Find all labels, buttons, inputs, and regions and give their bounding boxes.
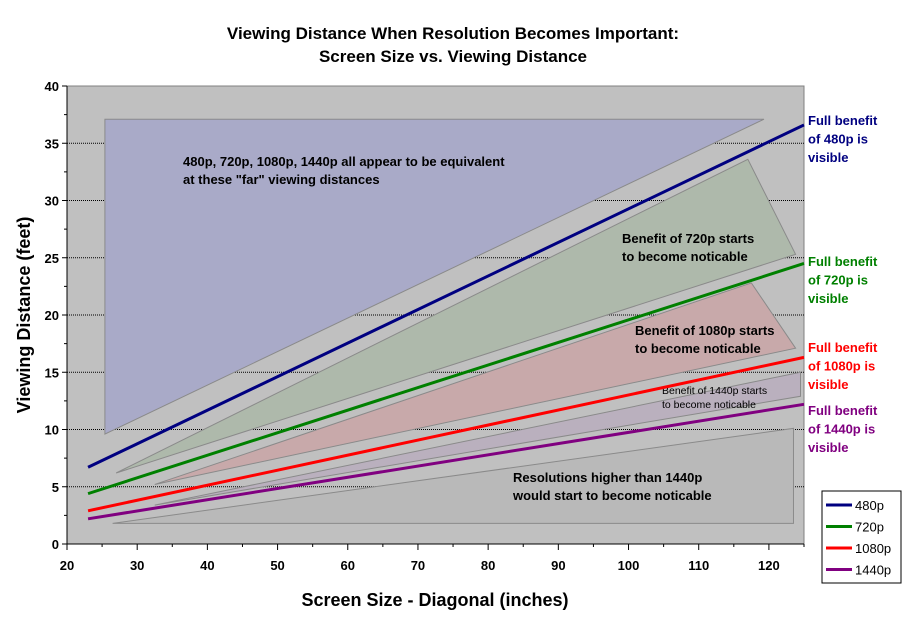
x-tick-label: 90 (551, 558, 565, 573)
region-label: Benefit of 1080p starts (635, 323, 774, 338)
shaded-region (154, 371, 801, 506)
series-annotation: Full benefit (808, 340, 878, 355)
chart-title-line-2: Screen Size vs. Viewing Distance (319, 47, 587, 66)
region-label: to become noticable (662, 399, 756, 411)
shaded-region (115, 158, 797, 474)
y-tick-label: 5 (52, 480, 59, 495)
x-tick-label: 80 (481, 558, 495, 573)
y-tick-label: 25 (45, 251, 59, 266)
series-annotation: visible (808, 377, 848, 392)
x-tick-label: 20 (60, 558, 74, 573)
region-label: 480p, 720p, 1080p, 1440p all appear to b… (183, 154, 505, 169)
y-tick-label: 10 (45, 423, 59, 438)
series-annotation: of 480p is (808, 132, 868, 147)
series-annotation: Full benefit (808, 254, 878, 269)
region-label: at these "far" viewing distances (183, 172, 380, 187)
x-tick-label: 50 (270, 558, 284, 573)
x-tick-label: 100 (618, 558, 640, 573)
series-line-1080p (87, 355, 805, 513)
series-annotation: visible (808, 440, 848, 455)
region-label: Benefit of 720p starts (622, 231, 754, 246)
series-annotation: Full benefit (808, 403, 878, 418)
y-tick-label: 30 (45, 194, 59, 209)
y-tick-label: 35 (45, 136, 59, 151)
shaded-region (154, 282, 797, 485)
series-annotation: visible (808, 291, 848, 306)
region-label: would start to become noticable (512, 488, 712, 503)
series-annotation: of 1080p is (808, 359, 875, 374)
shaded-region (112, 427, 794, 524)
region-label: to become noticable (622, 249, 748, 264)
chart-title-line-1: Viewing Distance When Resolution Becomes… (227, 24, 679, 43)
legend-label: 1080p (855, 541, 891, 556)
legend-label: 1440p (855, 563, 891, 578)
x-tick-label: 30 (130, 558, 144, 573)
y-tick-label: 0 (52, 537, 59, 552)
x-tick-label: 40 (200, 558, 214, 573)
legend-label: 720p (855, 520, 884, 535)
y-axis-label: Viewing Distance (feet) (14, 217, 34, 414)
series-annotation: of 1440p is (808, 422, 875, 437)
series-line-1440p (87, 402, 805, 521)
x-tick-label: 70 (411, 558, 425, 573)
shaded-region (104, 118, 765, 435)
x-tick-label: 110 (688, 558, 709, 573)
series-annotation: visible (808, 150, 848, 165)
x-tick-label: 120 (758, 558, 780, 573)
region-label: to become noticable (635, 341, 761, 356)
y-tick-label: 20 (45, 308, 59, 323)
legend-label: 480p (855, 498, 884, 513)
series-line-480p (87, 123, 805, 469)
x-axis-label: Screen Size - Diagonal (inches) (301, 590, 568, 610)
series-annotation: Full benefit (808, 113, 878, 128)
region-label: Resolutions higher than 1440p (513, 470, 702, 485)
y-tick-label: 15 (45, 365, 59, 380)
y-tick-label: 40 (45, 79, 59, 94)
x-tick-label: 60 (341, 558, 355, 573)
region-label: Benefit of 1440p starts (662, 385, 767, 397)
series-line-720p (87, 262, 805, 496)
series-annotation: of 720p is (808, 273, 868, 288)
